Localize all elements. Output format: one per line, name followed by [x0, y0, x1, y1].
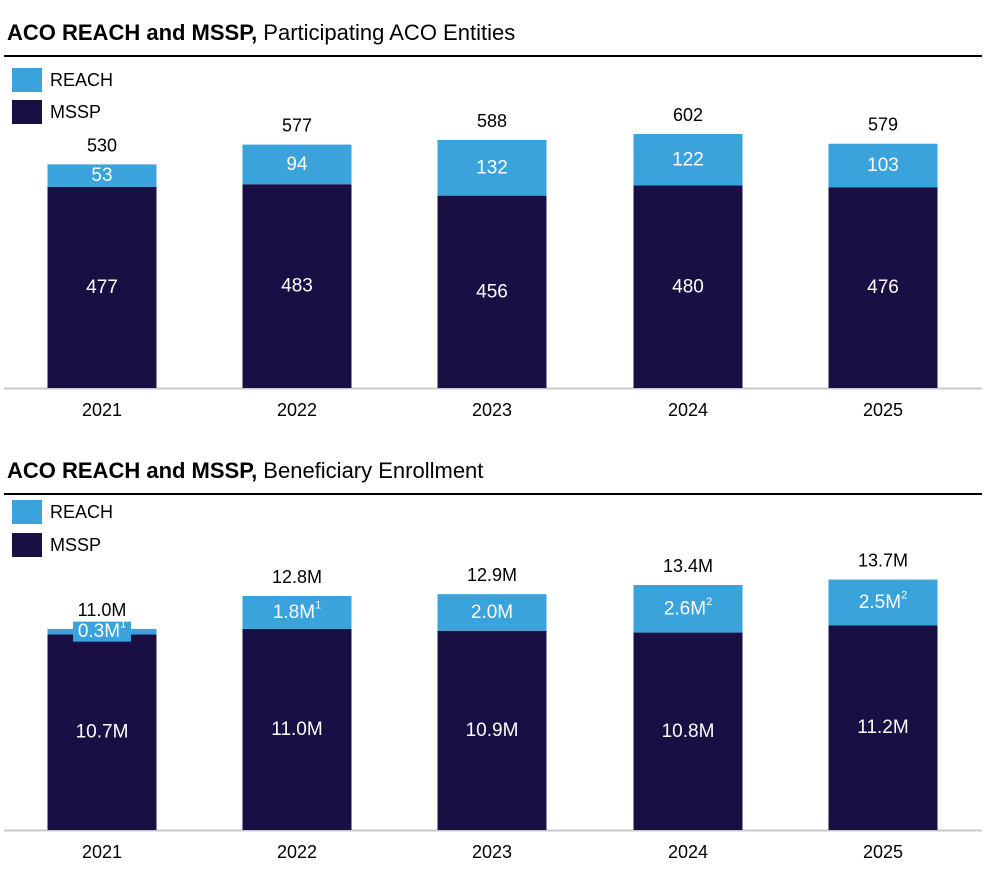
chart-title-rest: Participating ACO Entities — [257, 20, 516, 45]
data-label-reach-2024: 2.6M2 — [664, 596, 712, 620]
tick-label-2021: 2021 — [82, 842, 122, 862]
data-label-bg-reach-2021 — [73, 621, 131, 642]
bar-mssp-2025 — [828, 187, 938, 388]
legend-swatch-mssp — [12, 533, 42, 557]
data-label-reach-2021: 53 — [91, 165, 112, 186]
tick-label-2023: 2023 — [472, 842, 512, 862]
data-label-reach-2023: 132 — [476, 157, 508, 178]
participating-entities-chart: ACO REACH and MSSP, Participating ACO En… — [4, 20, 982, 420]
chart-title: ACO REACH and MSSP, Beneficiary Enrollme… — [7, 458, 483, 484]
bar-mssp-2023 — [437, 195, 547, 388]
legend-label-reach: REACH — [50, 69, 114, 90]
data-label-reach-2024: 122 — [672, 149, 704, 170]
tick-label-2025: 2025 — [863, 842, 903, 862]
data-label-reach-2022: 94 — [286, 154, 308, 175]
data-label-reach-2021: 0.3M1 — [78, 619, 126, 643]
bar-mssp-2023 — [437, 630, 547, 830]
data-label-mssp-2022: 483 — [281, 276, 313, 297]
bar-reach-2024 — [633, 134, 743, 186]
data-label-reach-2025: 2.5M2 — [859, 589, 907, 613]
chart-title-bold: ACO REACH and MSSP, — [7, 458, 258, 483]
chart-title-rest: Beneficiary Enrollment — [257, 458, 484, 483]
data-label-mssp-2024: 10.8M — [662, 721, 715, 742]
total-label-2024: 602 — [673, 105, 703, 125]
legend-item-mssp: MSSP — [12, 100, 101, 124]
bar-reach-2025 — [828, 143, 938, 188]
bar-mssp-2021 — [47, 186, 157, 388]
bar-reach-2023 — [437, 139, 547, 196]
data-label-mssp-2025: 476 — [867, 277, 899, 298]
total-label-2024: 13.4M — [663, 556, 713, 576]
chart-plot: 477 53 530 2021 483 94 577 2022 456 132 588 2023 480… — [4, 105, 982, 420]
total-label-2022: 12.8M — [272, 567, 322, 587]
data-label-mssp-2022: 11.0M — [271, 719, 322, 740]
beneficiary-enrollment-chart: ACO REACH and MSSP, Beneficiary Enrollme… — [0, 438, 990, 876]
legend-label-mssp: MSSP — [50, 101, 102, 122]
legend-item-reach: REACH — [12, 68, 113, 92]
chart-title-bold: ACO REACH and MSSP, — [7, 20, 258, 45]
legend-swatch-reach — [12, 68, 42, 92]
title-rule — [4, 493, 982, 495]
total-label-2023: 12.9M — [467, 565, 517, 585]
bar-mssp-2024 — [633, 632, 743, 830]
data-label-mssp-2024: 480 — [672, 276, 704, 297]
legend-swatch-reach — [12, 500, 42, 524]
total-label-2021: 11.0M — [78, 600, 127, 620]
bar-mssp-2022 — [242, 184, 352, 388]
tick-label-2024: 2024 — [668, 400, 708, 420]
tick-label-2022: 2022 — [277, 842, 317, 862]
total-label-2025: 13.7M — [858, 551, 908, 571]
chart-plot: 10.7M0.3M111.0M202111.0M1.8M112.8M202210… — [4, 551, 982, 862]
tick-label-2022: 2022 — [277, 400, 317, 420]
bar-reach-2024 — [633, 585, 743, 633]
bar-reach-2022 — [242, 144, 352, 185]
bar-mssp-2025 — [828, 625, 938, 830]
tick-label-2025: 2025 — [863, 400, 903, 420]
legend-label-mssp: MSSP — [50, 534, 102, 555]
total-label-2021: 530 — [87, 135, 117, 155]
bar-mssp-2022 — [242, 628, 352, 830]
total-label-2022: 577 — [282, 116, 312, 136]
data-label-mssp-2023: 456 — [476, 281, 508, 302]
data-label-mssp-2023: 10.9M — [466, 720, 519, 741]
tick-label-2024: 2024 — [668, 842, 708, 862]
legend-item-mssp: MSSP — [12, 533, 101, 557]
data-label-reach-2025: 103 — [867, 155, 899, 176]
chart-title: ACO REACH and MSSP, Participating ACO En… — [7, 20, 515, 46]
bar-mssp-2024 — [633, 185, 743, 388]
title-rule — [4, 55, 982, 57]
data-label-mssp-2021: 10.7M — [76, 722, 129, 743]
data-label-bg-reach-2021 — [73, 165, 131, 186]
data-label-reach-2022: 1.8M1 — [273, 599, 321, 623]
data-label-reach-2023: 2.0M — [471, 602, 513, 623]
data-label-mssp-2021: 477 — [86, 277, 118, 298]
total-label-2025: 579 — [868, 115, 898, 135]
bar-reach-2022 — [242, 595, 352, 629]
legend-swatch-mssp — [12, 100, 42, 124]
data-label-mssp-2025: 11.2M — [857, 717, 908, 738]
bar-reach-2023 — [437, 594, 547, 631]
bar-mssp-2021 — [47, 634, 157, 830]
legend-label-reach: REACH — [50, 501, 114, 522]
tick-label-2021: 2021 — [82, 400, 122, 420]
bar-reach-2025 — [828, 579, 938, 626]
legend-item-reach: REACH — [12, 500, 113, 524]
tick-label-2023: 2023 — [472, 400, 512, 420]
total-label-2023: 588 — [477, 111, 507, 131]
